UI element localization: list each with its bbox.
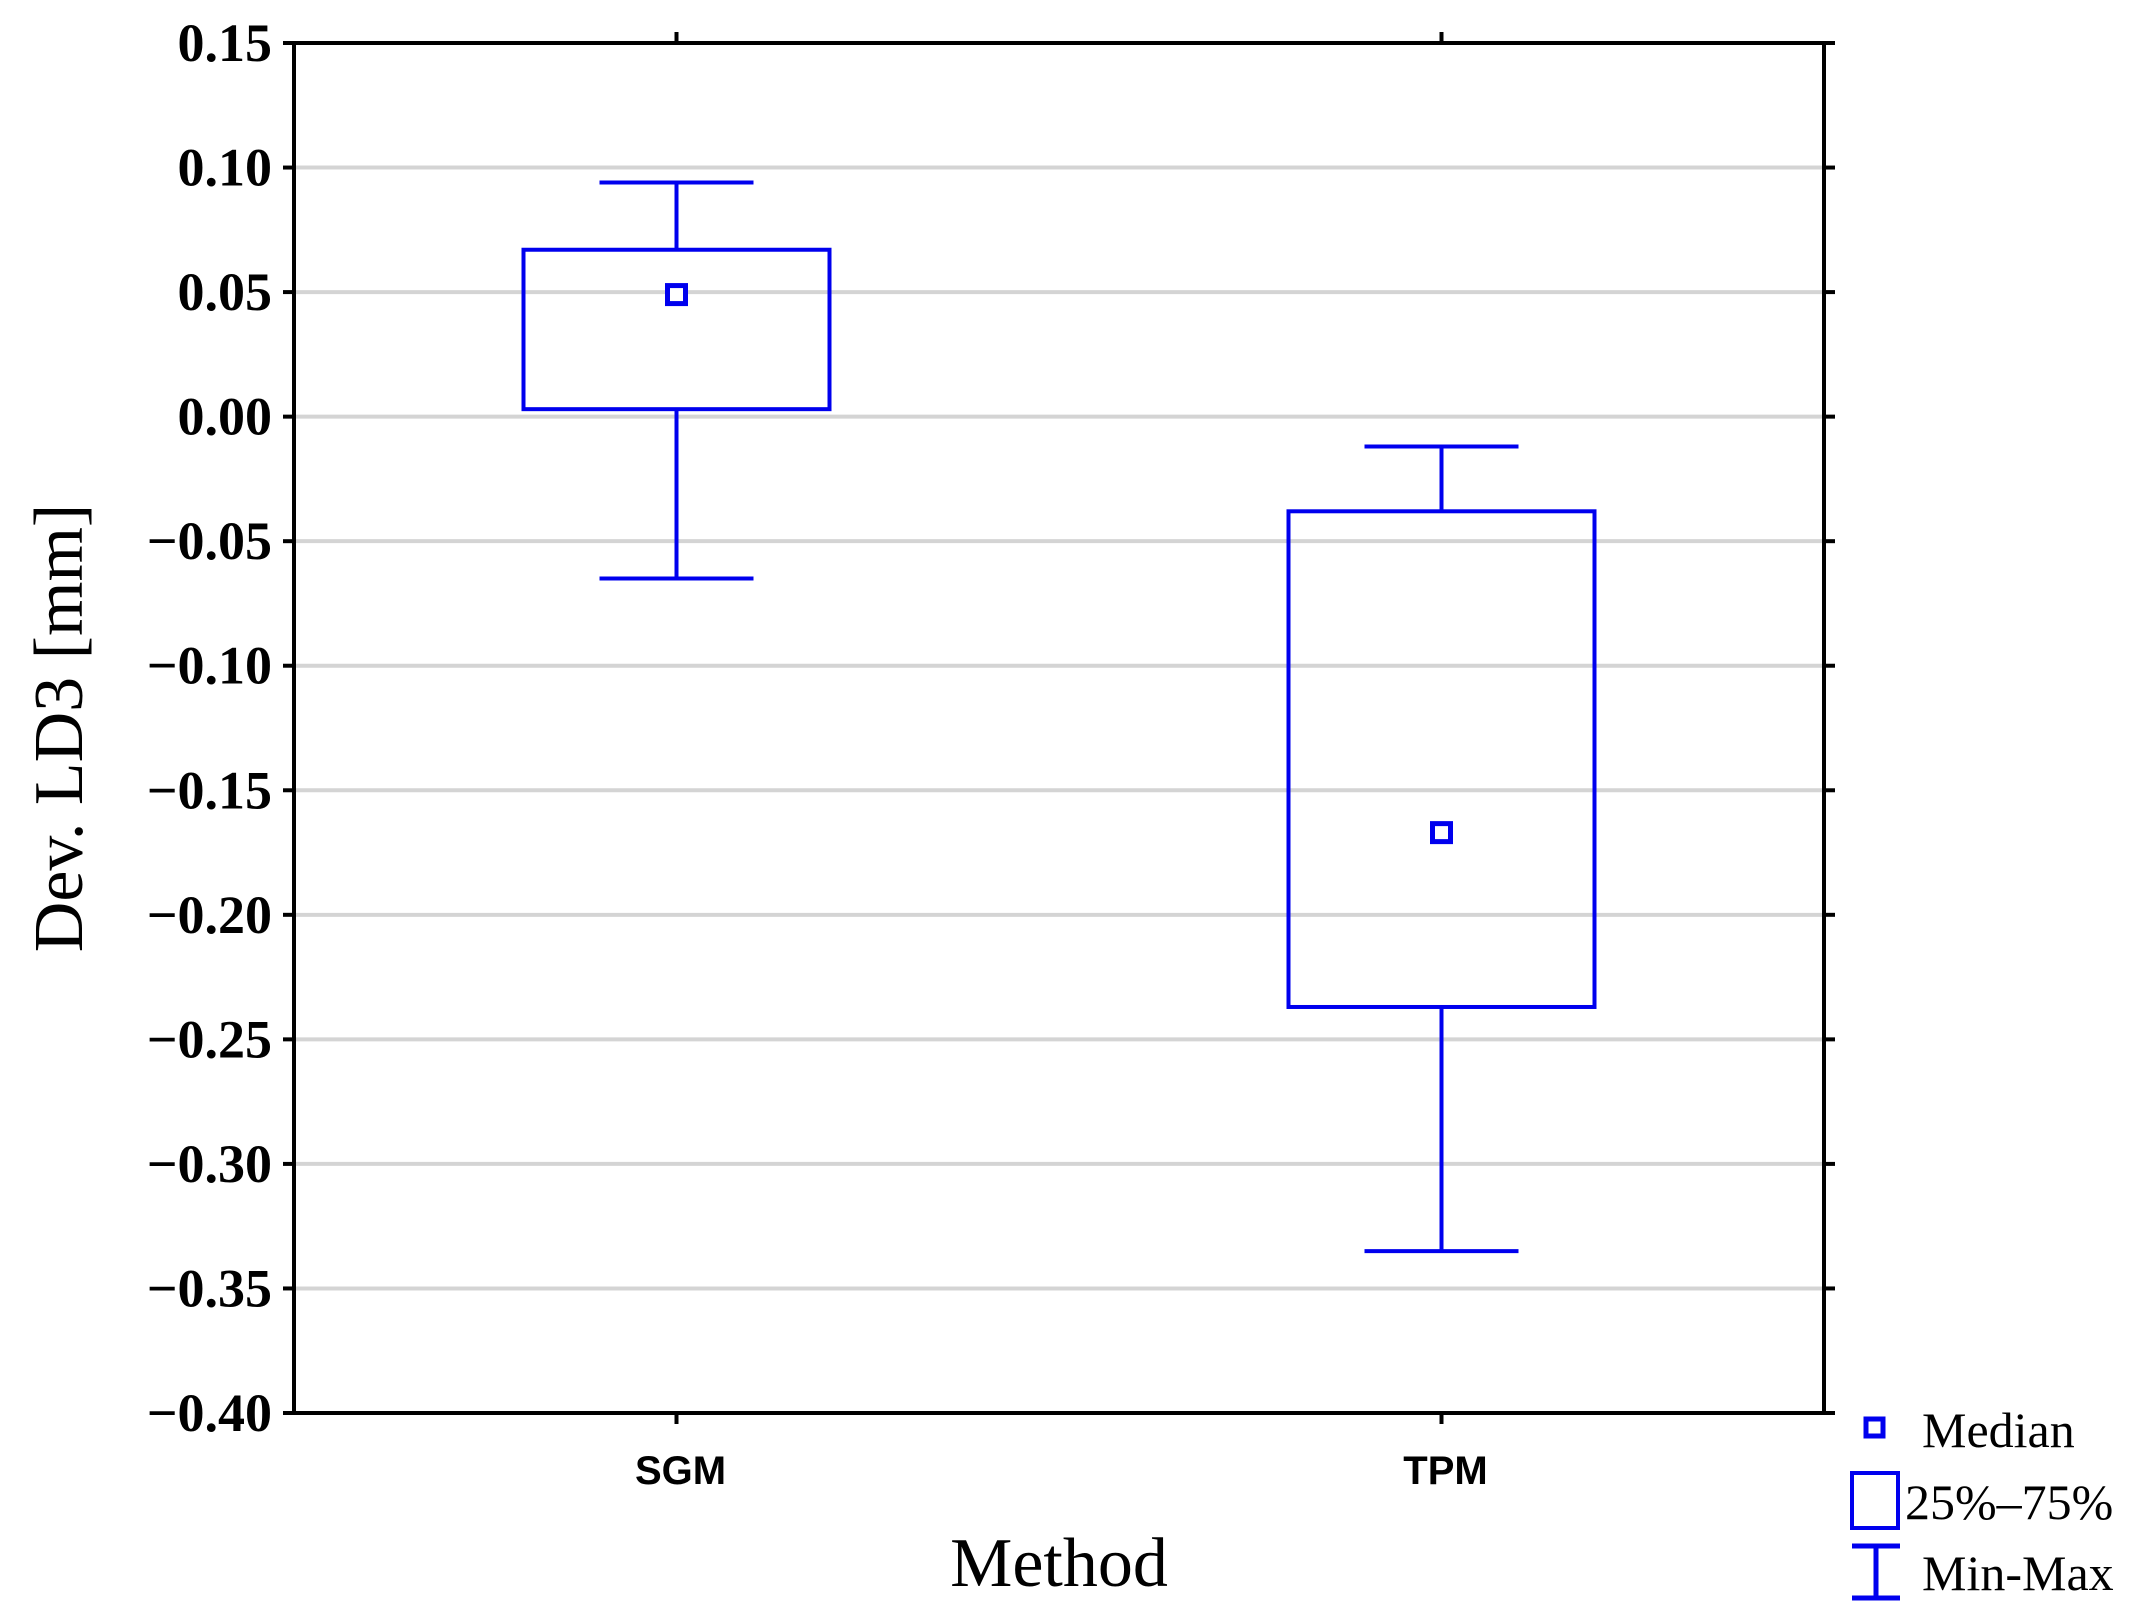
y-tick-label: −0.10	[147, 636, 272, 696]
plot-frame	[292, 41, 1826, 1415]
x-tick-label: TPM	[1403, 1449, 1487, 1493]
y-tick-label: 0.15	[178, 13, 273, 73]
y-tick-label: −0.30	[147, 1134, 272, 1194]
legend-median-label: Median	[1922, 1402, 2075, 1458]
y-tick-label: 0.05	[178, 262, 273, 322]
y-axis-title: Dev. LD3 [mm]	[21, 504, 98, 952]
legend-item-box: 25%–75%	[1850, 1471, 2113, 1530]
legend: Median 25%–75% Min-Max	[1850, 1402, 2114, 1601]
iqr-box	[1286, 509, 1597, 1009]
box-group-tpm	[1286, 444, 1597, 1254]
y-tick-label: 0.00	[178, 387, 273, 447]
box-series	[521, 180, 1597, 1254]
legend-whisker-label: Min-Max	[1922, 1545, 2114, 1601]
iqr-box	[521, 247, 832, 412]
legend-box-label: 25%–75%	[1905, 1474, 2113, 1530]
grid-lines	[294, 165, 1824, 1291]
box-group-sgm	[521, 180, 832, 581]
legend-item-median: Median	[1863, 1402, 2075, 1458]
y-tick-label: −0.40	[147, 1383, 272, 1443]
y-tick-label: −0.15	[147, 760, 272, 820]
x-tick-label: SGM	[635, 1449, 726, 1493]
x-axis-title: Method	[950, 1525, 1168, 1602]
x-tick-labels: SGM TPM	[635, 1449, 1488, 1493]
legend-box-symbol	[1850, 1471, 1900, 1530]
legend-item-whisker: Min-Max	[1852, 1543, 2114, 1601]
y-tick-label: 0.10	[178, 138, 273, 198]
y-tick-label: −0.35	[147, 1258, 272, 1318]
y-tick-label: −0.25	[147, 1009, 272, 1069]
median-marker	[665, 283, 688, 307]
y-tick-label: −0.20	[147, 885, 272, 945]
axis-ticks	[283, 32, 1835, 1424]
median-marker	[1430, 821, 1453, 845]
legend-median-symbol	[1863, 1416, 1886, 1439]
y-tick-label: −0.05	[147, 511, 272, 571]
y-tick-labels: 0.15 0.10 0.05 0.00 −0.05 −0.10 −0.15 −0.20 −0.2…	[147, 13, 272, 1443]
